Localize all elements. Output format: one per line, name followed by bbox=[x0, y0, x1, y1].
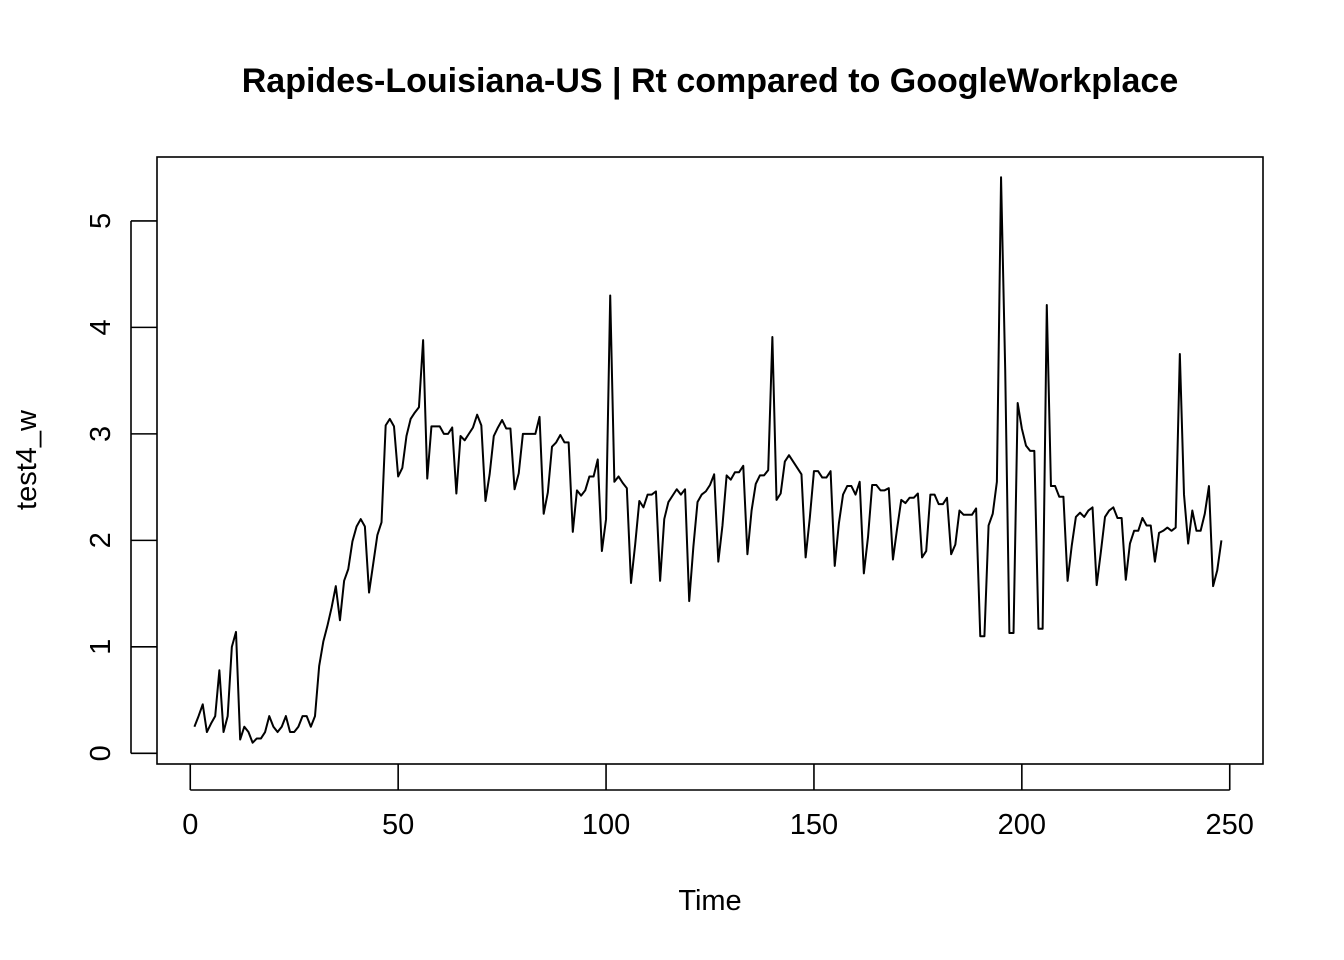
x-tick-label-4: 200 bbox=[998, 809, 1046, 841]
y-axis-label: test4_w bbox=[11, 409, 43, 510]
chart-title: Rapides-Louisiana-US | Rt compared to Go… bbox=[242, 62, 1178, 100]
x-axis: 0 50 100 150 200 250 bbox=[182, 764, 1254, 841]
y-tick-label-3: 3 bbox=[85, 426, 117, 442]
x-tick-label-2: 100 bbox=[582, 809, 630, 841]
series-layer bbox=[193, 176, 1223, 744]
plot-frame bbox=[156, 156, 1264, 765]
y-axis: 0 1 2 3 4 5 bbox=[85, 213, 157, 761]
x-tick-label-1: 50 bbox=[382, 809, 414, 841]
x-tick-label-5: 250 bbox=[1206, 809, 1254, 841]
y-tick-label-2: 2 bbox=[85, 532, 117, 548]
x-axis-label: Time bbox=[678, 885, 741, 917]
y-tick-label-5: 5 bbox=[85, 213, 117, 229]
x-tick-label-0: 0 bbox=[182, 809, 198, 841]
x-tick-label-3: 150 bbox=[790, 809, 838, 841]
y-tick-label-1: 1 bbox=[85, 639, 117, 655]
y-tick-label-0: 0 bbox=[85, 745, 117, 761]
series-line-0 bbox=[193, 176, 1223, 744]
y-tick-label-4: 4 bbox=[85, 319, 117, 335]
